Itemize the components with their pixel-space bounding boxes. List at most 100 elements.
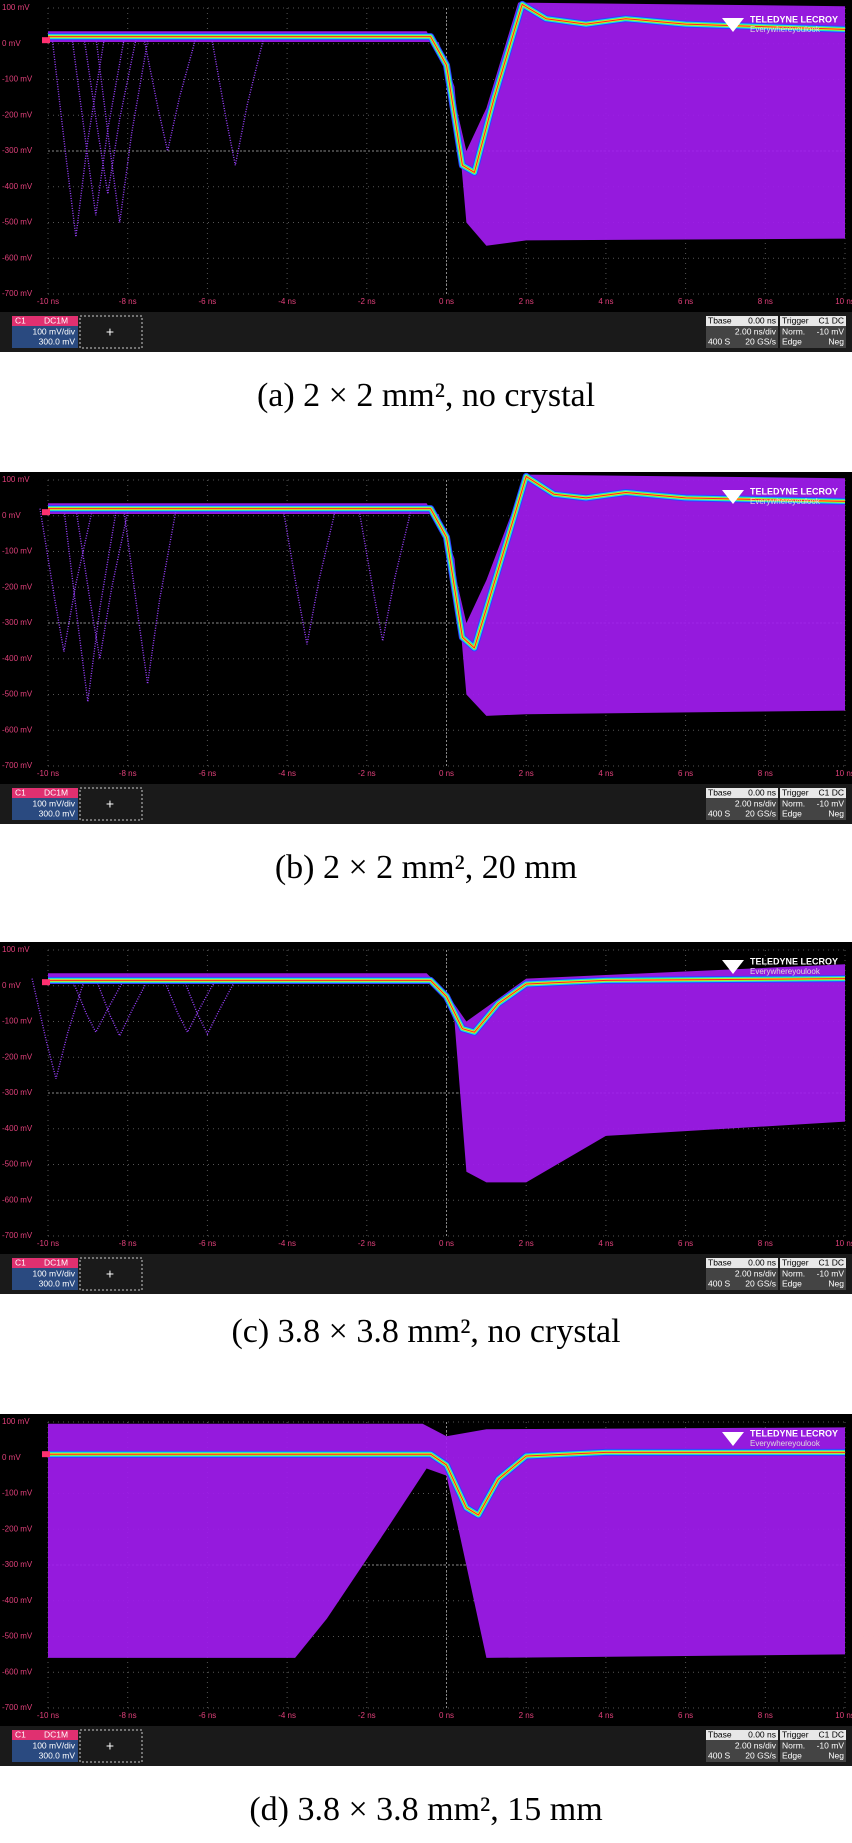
cursor: + [106,324,114,340]
y-tick-label: 100 mV [2,475,30,484]
tbase-value: 0.00 ns [748,1257,776,1267]
trace [48,3,846,173]
trigger-level: -10 mV [817,798,845,808]
caption: (b) 2 × 2 mm², 20 mm [275,849,577,886]
y-tick-label: -200 mV [2,582,33,591]
y-tick-label: -700 mV [2,1703,33,1712]
trigger-type: Edge [782,1278,802,1288]
x-tick-label: -10 ns [37,769,59,778]
y-tick-label: -100 mV [2,1489,33,1498]
y-tick-label: -200 mV [2,1052,33,1061]
x-tick-label: -2 ns [358,769,376,778]
offset: 300.0 mV [39,1278,76,1288]
offset: 300.0 mV [39,808,76,818]
x-tick-label: 0 ns [439,769,454,778]
timebase-dark [706,1268,778,1290]
y-tick-label: -600 mV [2,725,33,734]
trigger-label: Trigger [782,1729,809,1739]
y-tick-label: 0 mV [2,511,21,520]
x-tick-label: -10 ns [37,1239,59,1248]
cursor: + [106,796,114,812]
trigger-marker [42,509,50,516]
persistence-dip [75,508,130,659]
cursor-box [79,1257,143,1291]
cursor-box [79,1729,143,1763]
x-tick-label: 8 ns [758,297,773,306]
persistence-dip [358,508,413,642]
timebase-dark [706,798,778,820]
cursor-box [79,315,143,349]
caption: (c) 3.8 × 3.8 mm², no crystal [231,1313,620,1350]
y-tick-label: -300 mV [2,1088,33,1097]
x-tick-label: -8 ns [119,1239,137,1248]
cursor: + [106,1738,114,1754]
sample-rate: 20 GS/s [745,808,776,818]
scope-panel: 100 mV 0 mV -100 mV -200 mV -300 mV -400 mV -5… [0,472,852,824]
y-tick-label: -400 mV [2,1596,33,1605]
x-tick-label: -4 ns [278,769,296,778]
trigger-mode: Norm. [782,1268,805,1278]
trigger-type: Edge [782,808,802,818]
y-tick-label: -100 mV [2,547,33,556]
y-tick-label: 100 mV [2,945,30,954]
logo-mark [722,960,744,974]
y-tick-label: -200 mV [2,110,33,119]
logo-brand: TELEDYNE LECROY [750,956,838,966]
cursor-box [79,787,143,821]
channel-tag [12,316,78,326]
trigger-source: C1 DC [818,787,844,797]
x-tick-label: 6 ns [678,769,693,778]
coupling: DC1M [44,315,68,325]
x-tick-label: 2 ns [519,1711,534,1720]
x-tick-label: 10 ns [835,297,852,306]
persistence-dip [123,508,177,684]
y-tick-label: -500 mV [2,218,33,227]
channel-box [12,798,78,820]
x-tick-label: -10 ns [37,297,59,306]
scope-panel: 100 mV 0 mV -100 mV -200 mV -300 mV -400 mV -5… [0,0,852,352]
trigger-type: Edge [782,1750,802,1760]
persistence-dip [142,36,197,152]
channel: C1 [15,787,26,797]
x-tick-label: -6 ns [199,769,217,778]
y-tick-label: 0 mV [2,1453,21,1462]
y-tick-label: 0 mV [2,981,21,990]
trigger-mode: Norm. [782,1740,805,1750]
logo-tagline: Everywhereyoulook [750,497,821,506]
y-tick-label: -300 mV [2,146,33,155]
y-tick-label: -200 mV [2,1524,33,1533]
samples: 400 S [708,1278,731,1288]
trigger-label: Trigger [782,1257,809,1267]
trigger-slope: Neg [828,1750,844,1760]
x-tick-label: -8 ns [119,1711,137,1720]
channel-tag [12,1258,78,1268]
x-tick-label: 10 ns [835,1239,852,1248]
logo-tagline: Everywhereyoulook [750,1439,821,1448]
trace [48,978,846,1033]
tbase-label: Tbase [708,1729,732,1739]
persistence-area [48,2,845,246]
trigger-dark [780,326,846,348]
volts-per-div: 100 mV/div [32,1740,75,1750]
coupling: DC1M [44,787,68,797]
trigger-label: Trigger [782,787,809,797]
persistence-dip [210,36,265,166]
x-tick-label: -4 ns [278,1239,296,1248]
y-tick-label: -400 mV [2,654,33,663]
trigger-dark [780,1268,846,1290]
x-tick-label: 6 ns [678,297,693,306]
tbase-value: 0.00 ns [748,315,776,325]
trigger-level: -10 mV [817,326,845,336]
volts-per-div: 100 mV/div [32,1268,75,1278]
caption: (a) 2 × 2 mm², no crystal [257,377,595,414]
channel: C1 [15,1257,26,1267]
persistence-dip [95,36,150,223]
samples: 400 S [708,1750,731,1760]
time-per-div: 2.00 ns/div [735,1268,777,1278]
tbase-label: Tbase [708,1257,732,1267]
persistence-dip [71,36,126,216]
x-tick-label: 2 ns [519,1239,534,1248]
y-tick-label: -500 mV [2,1632,33,1641]
y-tick-label: -100 mV [2,1017,33,1026]
